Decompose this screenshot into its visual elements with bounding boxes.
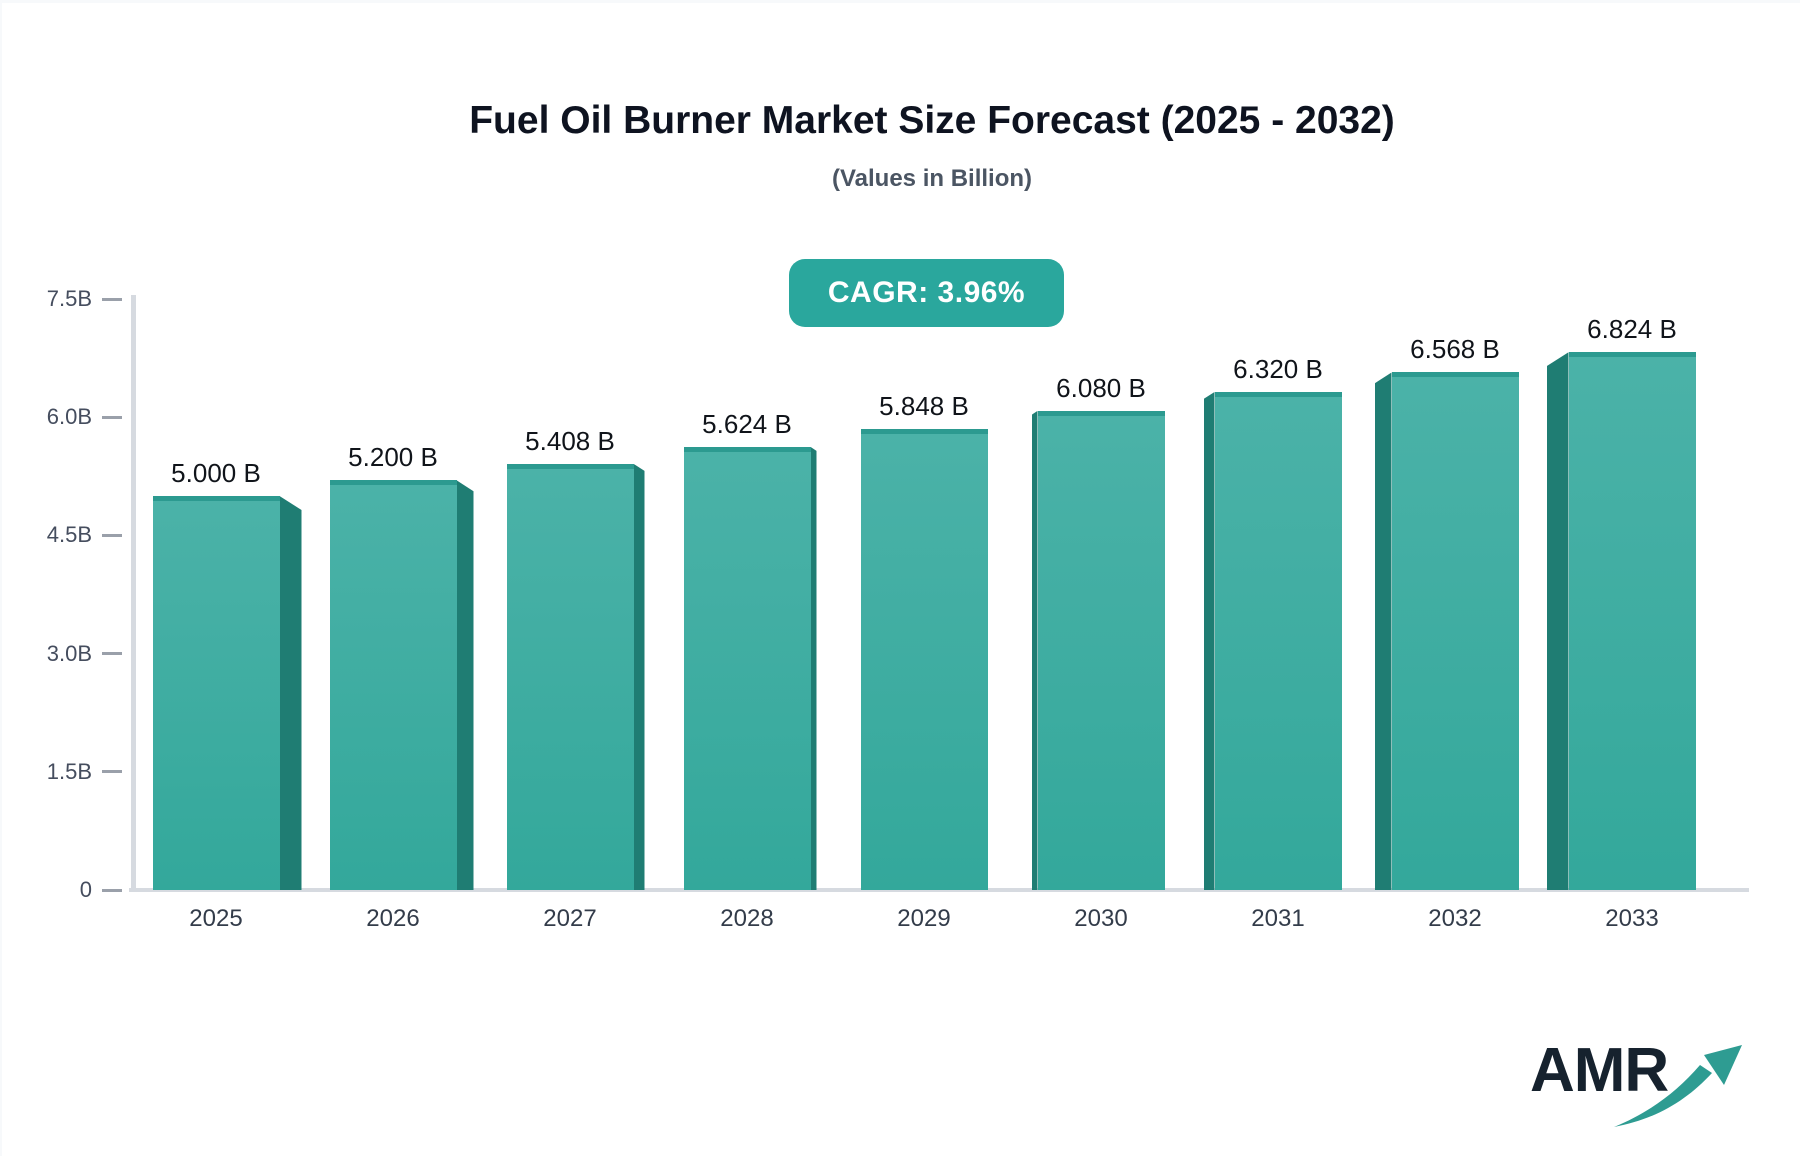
growth-arrow-icon [1614, 1045, 1742, 1127]
x-axis-label-2030: 2030 [1074, 905, 1128, 932]
bar-2025 [152, 496, 280, 890]
chart-header: Fuel Oil Burner Market Size Forecast (20… [62, 99, 1800, 193]
cagr-badge: CAGR: 3.96% [789, 259, 1064, 327]
bar-side-face-2025 [279, 496, 302, 890]
bar-value-label-2030: 6.080 B [1056, 372, 1146, 403]
y-tick-label: 3.0B [46, 640, 92, 666]
amr-logo: AMR [1530, 1025, 1760, 1135]
y-tick-label: 7.5B [46, 286, 92, 311]
bar-chart-plot-area: 0 1.5B 3.0B 4.5B 6.0B 7.5B 5.000 B 2025 5.200 B 2… [2, 3, 1800, 1156]
bar-value-label-2027: 5.408 B [525, 425, 615, 456]
bar-2027 [506, 463, 634, 890]
y-tick-label: 0 [79, 877, 92, 902]
chart-title: Fuel Oil Burner Market Size Forecast (20… [469, 99, 1395, 142]
bar-2033 [1568, 352, 1696, 890]
y-tick-label: 1.5B [46, 758, 92, 784]
x-axis-label-2032: 2032 [1428, 905, 1482, 932]
bar-side-face-2028 [810, 446, 817, 890]
bar-side-face-2031 [1203, 391, 1215, 890]
bar-value-label-2033: 6.824 B [1587, 314, 1677, 345]
bar-value-label-2031: 6.320 B [1233, 353, 1323, 384]
y-tick-mark [102, 533, 122, 537]
amr-logo-text: AMR [1530, 1036, 1669, 1105]
chart-subtitle: (Values in Billion) [831, 165, 1033, 192]
bar-side-face-2026 [456, 480, 474, 890]
x-axis-label-2028: 2028 [720, 905, 774, 932]
bar-side-face-2033 [1546, 352, 1569, 890]
bar-2030 [1037, 410, 1165, 890]
x-axis-label-2029: 2029 [897, 905, 951, 932]
x-axis-label-2033: 2033 [1605, 905, 1659, 932]
bar-2028 [683, 446, 811, 890]
bar-side-face-2027 [633, 463, 645, 890]
bar-2029 [860, 429, 988, 890]
x-axis-label-2027: 2027 [543, 905, 597, 932]
y-tick-mark [102, 888, 122, 892]
bar-side-face-2030 [1031, 410, 1038, 890]
bar-side-face-2032 [1374, 372, 1392, 890]
y-tick-mark [102, 297, 122, 301]
y-tick-mark [102, 415, 122, 419]
bar-2026 [329, 480, 457, 890]
y-tick-mark [102, 652, 122, 656]
y-tick-label: 6.0B [46, 404, 92, 430]
y-tick-label: 4.5B [46, 522, 92, 548]
x-axis-line [129, 888, 1749, 892]
bar-2032 [1391, 372, 1519, 890]
bar-value-label-2026: 5.200 B [348, 442, 438, 473]
x-axis-label-2031: 2031 [1251, 905, 1305, 932]
x-axis-label-2026: 2026 [366, 905, 420, 932]
bar-value-label-2029: 5.848 B [879, 391, 969, 422]
x-axis-label-2025: 2025 [189, 905, 243, 932]
y-tick-mark [102, 770, 122, 774]
bar-2031 [1214, 391, 1342, 890]
y-axis-line [131, 295, 136, 891]
bar-value-label-2032: 6.568 B [1410, 334, 1500, 365]
bar-value-label-2028: 5.624 B [702, 408, 792, 439]
cagr-badge-label: CAGR: 3.96% [827, 276, 1026, 309]
bar-value-label-2025: 5.000 B [171, 458, 261, 488]
